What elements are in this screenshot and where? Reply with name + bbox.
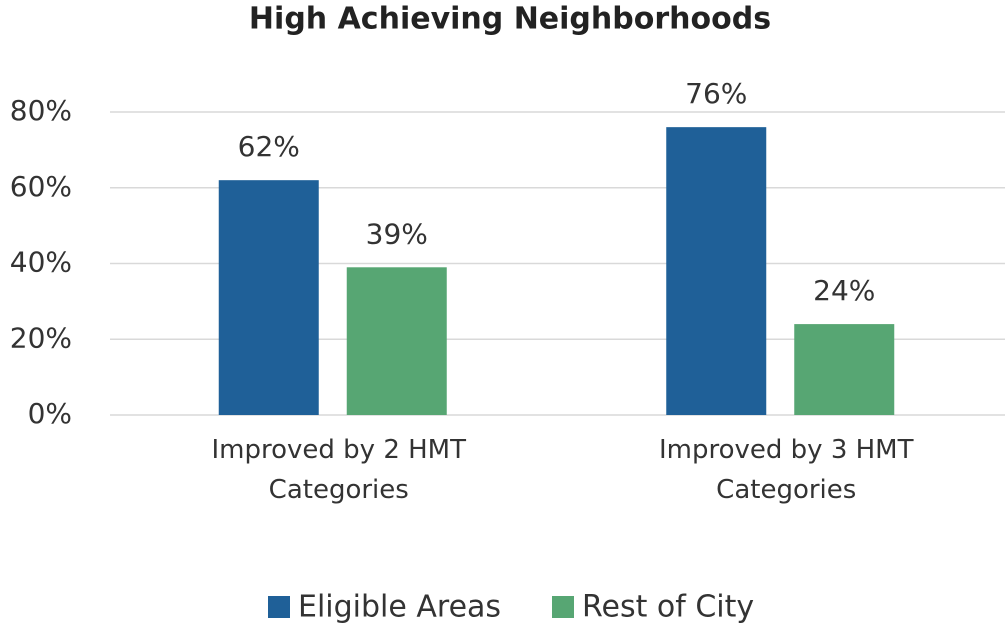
bar	[218, 180, 319, 415]
bar	[666, 127, 767, 416]
legend-swatch	[552, 596, 574, 618]
chart-title: High Achieving Neighborhoods	[249, 2, 771, 37]
legend-label: Eligible Areas	[298, 590, 501, 625]
data-label: 62%	[238, 130, 300, 163]
y-tick-label: 60%	[10, 170, 72, 203]
x-tick-label: Improved by 2 HMT Categories	[211, 435, 466, 505]
bar	[794, 324, 895, 415]
y-tick-label: 40%	[10, 246, 72, 279]
y-tick-label: 0%	[28, 397, 72, 430]
x-tick-label: Improved by 3 HMT Categories	[658, 435, 914, 505]
data-label: 24%	[813, 274, 875, 307]
data-label: 39%	[366, 217, 428, 250]
legend-swatch	[268, 596, 290, 618]
y-tick-label: 80%	[10, 94, 72, 127]
legend-label: Rest of City	[582, 590, 754, 625]
y-tick-label: 20%	[10, 321, 72, 354]
bar	[346, 267, 447, 415]
data-label: 76%	[685, 77, 747, 110]
